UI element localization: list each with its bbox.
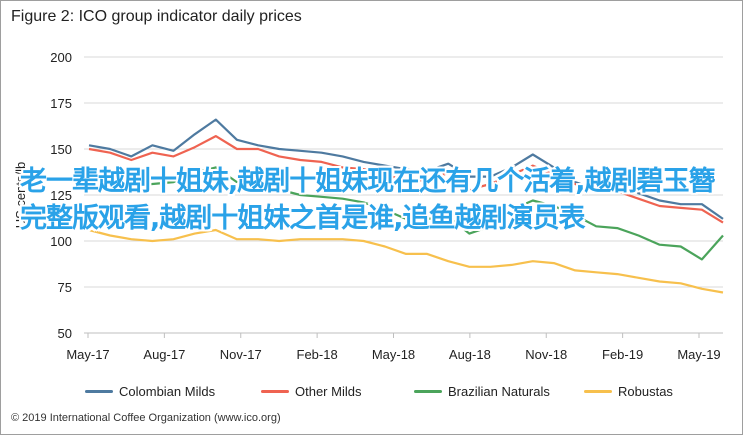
legend-item: Robustas xyxy=(584,381,673,401)
y-tick-label: 100 xyxy=(50,234,72,249)
legend-item: Other Milds xyxy=(261,381,361,401)
series-line xyxy=(88,228,724,294)
legend: Colombian Milds Other Milds Brazilian Natu… xyxy=(1,381,742,401)
legend-swatch xyxy=(584,389,612,393)
y-tick-label: 50 xyxy=(58,326,72,341)
legend-item: Brazilian Naturals xyxy=(414,381,550,401)
x-tick-label: May-17 xyxy=(66,347,109,362)
series-line xyxy=(88,166,724,261)
chart-title: Figure 2: ICO group indicator daily pric… xyxy=(11,8,302,25)
x-tick-label: Aug-17 xyxy=(143,347,185,362)
y-tick-label: 75 xyxy=(58,280,72,295)
x-tick-label: Nov-18 xyxy=(525,347,567,362)
x-tick-label: Aug-18 xyxy=(449,347,491,362)
y-tick-label: 200 xyxy=(50,50,72,65)
legend-label: Colombian Milds xyxy=(119,383,216,399)
series-line xyxy=(88,118,724,220)
legend-swatch xyxy=(414,389,442,393)
y-tick-label: 175 xyxy=(50,96,72,111)
x-tick-label: May-19 xyxy=(677,347,720,362)
copyright-footer: © 2019 International Coffee Organization… xyxy=(11,412,281,424)
series-line xyxy=(88,135,724,224)
legend-label: Robustas xyxy=(618,383,673,399)
y-axis-label: US cents/lb xyxy=(13,162,28,228)
x-tick-label: Feb-18 xyxy=(297,347,338,362)
y-tick-label: 125 xyxy=(50,188,72,203)
legend-swatch xyxy=(85,389,113,393)
x-tick-label: Nov-17 xyxy=(220,347,262,362)
x-tick-label: Feb-19 xyxy=(602,347,643,362)
legend-item: Colombian Milds xyxy=(85,381,215,401)
legend-swatch xyxy=(261,389,289,393)
overlay-caption: 老一辈越剧十姐妹,越剧十姐妹现在还有几个活着,越剧碧玉簪完整版观看,越剧十姐妹之… xyxy=(20,166,716,234)
y-tick-label: 150 xyxy=(50,142,72,157)
legend-label: Brazilian Naturals xyxy=(448,383,550,399)
line-chart: 50 75 100 125 150 175 200 May-17 Aug-17 Nov-17 Feb… xyxy=(13,50,724,362)
legend-label: Other Milds xyxy=(295,383,362,399)
x-tick-label: May-18 xyxy=(372,347,415,362)
